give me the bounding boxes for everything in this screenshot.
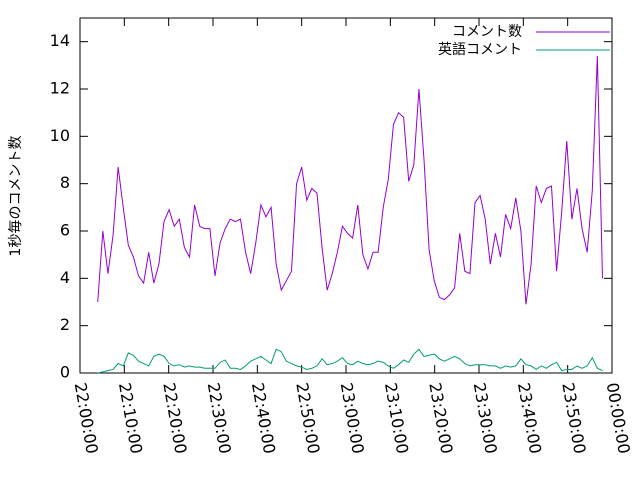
y-tick-label: 10 [50,126,70,145]
series-line [97,348,603,374]
x-tick-label: 22:40:00 [248,381,279,455]
y-tick-label: 6 [60,221,70,240]
x-tick-label: 22:00:00 [71,381,102,455]
plot-frame [79,17,613,374]
x-tick-label: 23:40:00 [514,381,545,455]
y-tick-label: 4 [60,268,70,287]
y-tick-label: 12 [50,79,70,98]
y-tick-label: 8 [60,173,70,192]
y-tick-label: 0 [60,363,70,382]
x-tick-label: 23:20:00 [425,381,456,455]
y-tick-label: 14 [50,31,70,50]
legend-label: コメント数 [452,24,522,40]
y-tick-label: 2 [60,315,70,334]
x-tick-label: 22:50:00 [292,381,323,455]
x-tick-label: 22:30:00 [204,381,235,455]
x-tick-label: 23:00:00 [337,381,368,455]
x-tick-label: 22:10:00 [115,381,146,455]
x-tick-label: 22:20:00 [159,381,190,455]
x-tick-label: 23:50:00 [558,381,589,455]
y-axis-label: 1秒毎のコメント数 [8,136,24,257]
x-tick-label: 23:30:00 [470,381,501,455]
x-tick-label: 00:00:00 [603,381,634,455]
x-tick-label: 23:10:00 [381,381,412,455]
legend-label: 英語コメント [438,41,522,58]
series-line [97,55,603,305]
